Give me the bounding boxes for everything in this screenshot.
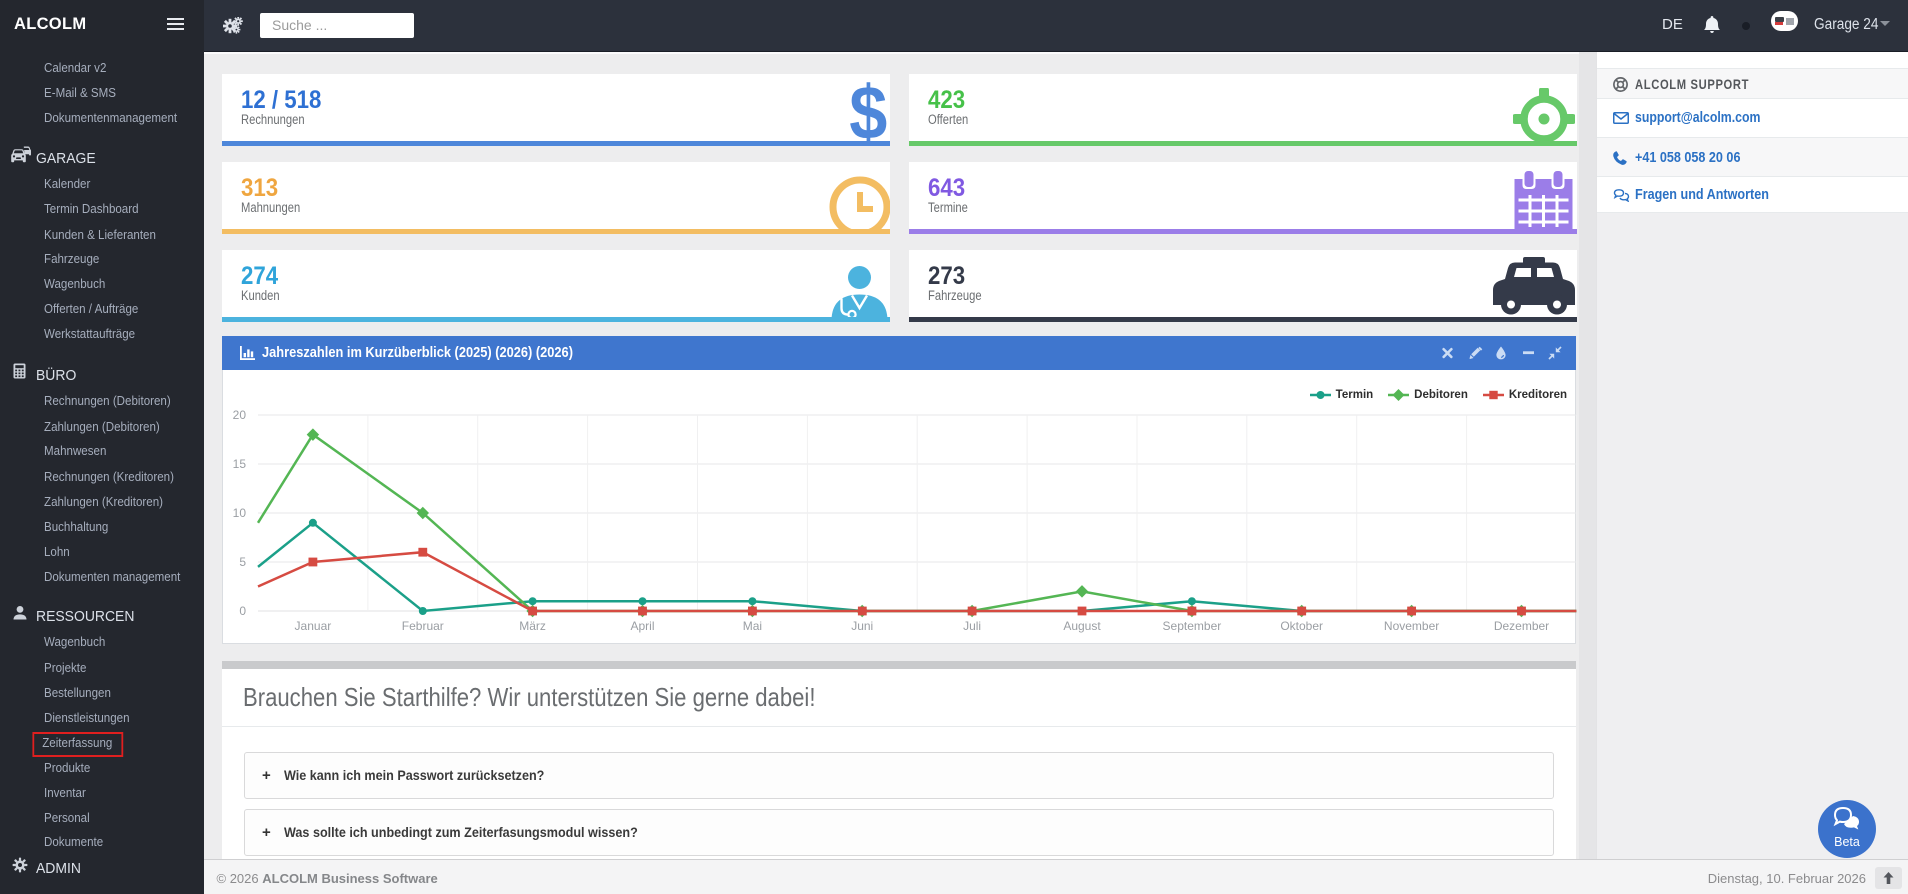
- svg-text:Januar: Januar: [295, 619, 332, 633]
- svg-text:Februar: Februar: [402, 619, 444, 633]
- svg-text:November: November: [1384, 619, 1439, 633]
- svg-text:September: September: [1163, 619, 1222, 633]
- svg-text:Oktober: Oktober: [1280, 619, 1323, 633]
- svg-text:Mai: Mai: [743, 619, 762, 633]
- svg-text:Juli: Juli: [963, 619, 981, 633]
- svg-text:August: August: [1063, 619, 1101, 633]
- svg-text:Dezember: Dezember: [1494, 619, 1549, 633]
- svg-text:0: 0: [239, 604, 246, 618]
- svg-text:April: April: [630, 619, 654, 633]
- svg-text:15: 15: [233, 457, 247, 471]
- svg-text:März: März: [519, 619, 546, 633]
- svg-text:Juni: Juni: [851, 619, 873, 633]
- svg-text:10: 10: [233, 506, 247, 520]
- svg-text:5: 5: [239, 555, 246, 569]
- svg-text:20: 20: [233, 408, 247, 422]
